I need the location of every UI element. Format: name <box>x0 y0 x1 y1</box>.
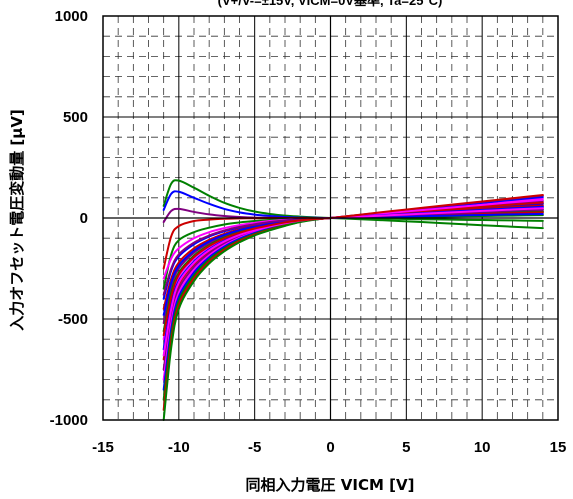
series-line-1 <box>162 179 544 230</box>
y-tick-label: 0 <box>80 210 88 227</box>
plot-frame <box>102 15 559 421</box>
x-tick-label: -5 <box>248 439 261 456</box>
x-tick-label: 5 <box>402 439 410 456</box>
y-tick-label: -500 <box>58 311 88 328</box>
series-layer <box>162 179 544 421</box>
x-tick-label: -10 <box>168 439 190 456</box>
y-tick-label: -1000 <box>50 412 88 429</box>
y-tick-label: 500 <box>63 109 88 126</box>
series-line-22 <box>162 207 544 357</box>
series-line-14 <box>162 194 544 371</box>
x-tick-label: -15 <box>92 439 114 456</box>
zero-lines <box>103 16 558 420</box>
series-line-19 <box>162 216 544 421</box>
y-axis-title: 入力オフセット電圧変動量 [μV] <box>8 109 26 331</box>
x-axis-title: 同相入力電圧 VICM [V] <box>246 476 415 494</box>
x-tick-label: 10 <box>474 439 491 456</box>
y-tick-label: 1000 <box>55 8 88 25</box>
x-tick-labels: -15 -10 -5 0 5 10 15 <box>92 439 566 456</box>
chart-subtitle: (V+/V-=±15V, VICM=0V基準, Ta=25°C) <box>218 0 443 8</box>
x-tick-label: 0 <box>326 439 334 456</box>
series-line-23 <box>162 193 544 337</box>
series-line-15 <box>162 198 544 381</box>
x-tick-label: 15 <box>550 439 567 456</box>
y-tick-labels: 1000 500 0 -500 -1000 <box>50 8 88 429</box>
